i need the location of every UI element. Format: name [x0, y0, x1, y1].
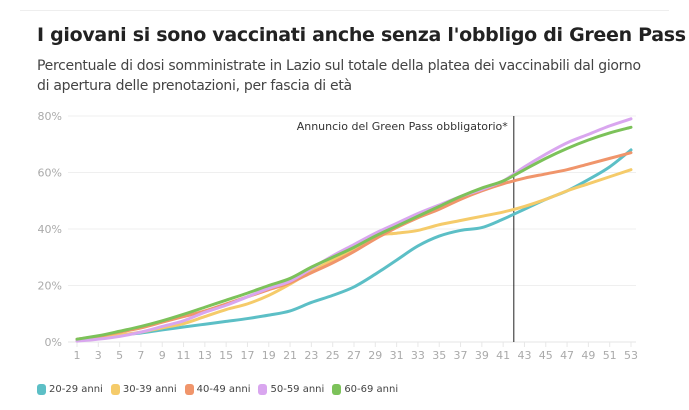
- x-tick-label: 27: [347, 349, 361, 362]
- series-line-60-69-anni: [75, 125, 633, 341]
- x-tick-label: 53: [624, 349, 638, 362]
- x-tick-label: 23: [304, 349, 318, 362]
- y-tick-label: 40%: [38, 223, 62, 236]
- x-tick-label: 13: [198, 349, 212, 362]
- x-tick-label: 19: [262, 349, 276, 362]
- x-tick-label: 29: [368, 349, 382, 362]
- x-tick-label: 33: [411, 349, 425, 362]
- legend-swatch: [258, 384, 268, 395]
- x-tick-label: 25: [326, 349, 340, 362]
- x-tick-label: 31: [390, 349, 404, 362]
- series-line-40-49-anni: [75, 151, 633, 341]
- annotation-label: Annuncio del Green Pass obbligatorio*: [297, 120, 509, 133]
- top-divider: [20, 10, 669, 11]
- x-tick-label: 35: [432, 349, 446, 362]
- legend-label: 40-49 anni: [196, 384, 251, 395]
- x-tick-label: 15: [219, 349, 233, 362]
- legend-label: 60-69 anni: [344, 384, 399, 395]
- x-tick-label: 17: [240, 349, 254, 362]
- x-tick-label: 9: [159, 349, 166, 362]
- x-tick-label: 3: [95, 349, 102, 362]
- legend-item: 30-39 anni: [110, 384, 177, 395]
- x-tick-label: 41: [496, 349, 510, 362]
- series-line-50-59-anni: [75, 117, 633, 343]
- y-tick-label: 60%: [38, 167, 62, 180]
- legend-swatch: [110, 384, 120, 395]
- series-line-30-39-anni: [75, 168, 633, 343]
- legend-label: 50-59 anni: [270, 384, 325, 395]
- x-tick-label: 43: [517, 349, 531, 362]
- legend-item: 50-59 anni: [258, 384, 324, 395]
- chart-subtitle: Percentuale di dosi somministrate in Laz…: [37, 58, 641, 94]
- x-tick-label: 37: [454, 349, 468, 362]
- y-tick-label: 20%: [38, 280, 62, 293]
- x-tick-label: 7: [137, 349, 144, 362]
- legend-label: 20-29 anni: [49, 384, 103, 395]
- x-tick-label: 1: [74, 349, 81, 362]
- chart-title: I giovani si sono vaccinati anche senza …: [37, 24, 686, 46]
- x-tick-label: 5: [116, 349, 123, 362]
- legend-swatch: [332, 384, 342, 395]
- x-tick-label: 45: [539, 349, 553, 362]
- legend-label: 30-39 anni: [122, 384, 177, 395]
- x-tick-label: 39: [475, 349, 489, 362]
- legend-swatch: [37, 384, 46, 395]
- legend-item: 40-49 anni: [184, 384, 251, 395]
- y-tick-label: 0%: [45, 336, 62, 349]
- x-tick-label: 47: [560, 349, 574, 362]
- y-tick-label: 80%: [38, 110, 62, 123]
- x-tick-label: 21: [283, 349, 297, 362]
- legend-swatch: [184, 384, 194, 395]
- x-tick-label: 49: [581, 349, 595, 362]
- legend-item: 60-69 anni: [332, 384, 398, 395]
- x-tick-label: 51: [603, 349, 617, 362]
- legend: 20-29 anni 30-39 anni 40-49 anni 50-59 anni…: [37, 384, 398, 395]
- x-tick-label: 11: [177, 349, 191, 362]
- legend-item: 20-29 anni: [37, 384, 103, 395]
